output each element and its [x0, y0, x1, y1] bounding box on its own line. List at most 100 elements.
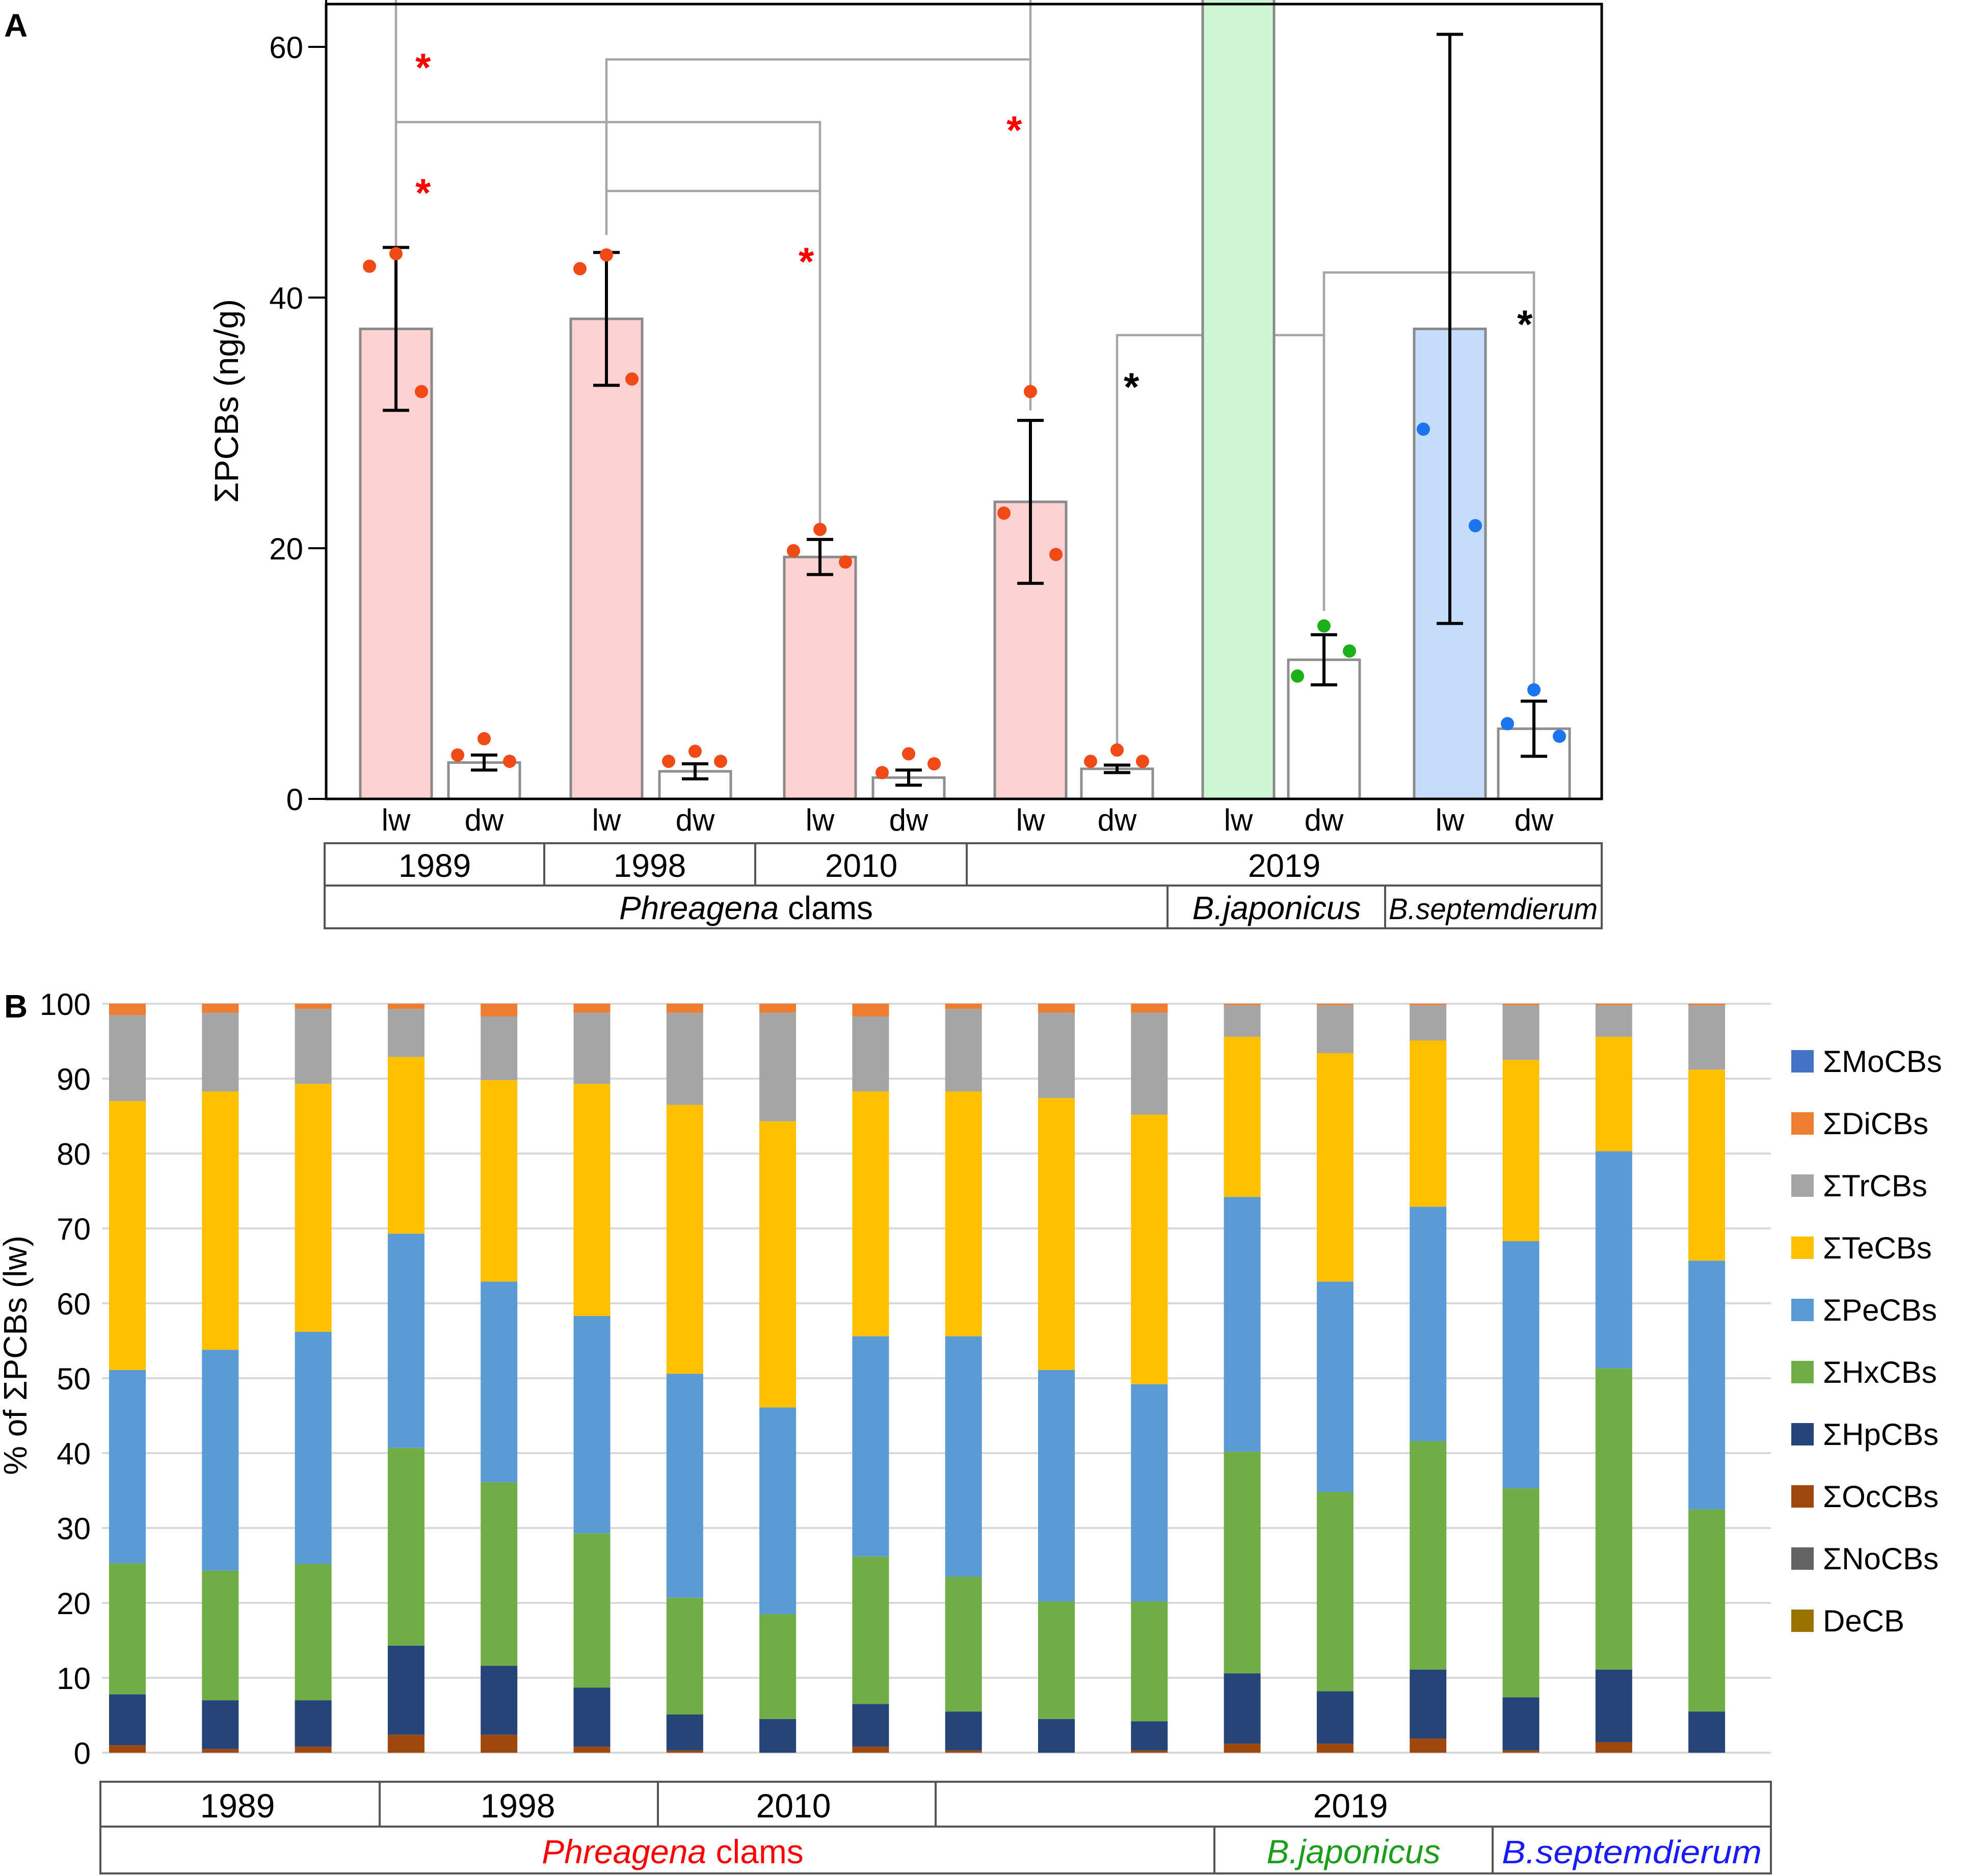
stack-segment-tecbs: [202, 1091, 239, 1350]
stack-segment-tecbs: [1688, 1069, 1726, 1261]
stack-segment-hpcbs: [666, 1714, 703, 1751]
stack-segment-trcbs: [1316, 1005, 1354, 1054]
x-tick-label-lw: lw: [1224, 803, 1253, 837]
stack-segment-pecbs: [387, 1234, 425, 1448]
stack-segment-hpcbs: [1038, 1719, 1075, 1753]
stack-segment-hxcbs: [1038, 1601, 1075, 1719]
data-point: [363, 259, 376, 273]
stack-segment-hpcbs: [295, 1700, 332, 1747]
x-tick-label-lw: lw: [806, 803, 835, 837]
x-tick-label-dw: dw: [889, 803, 929, 837]
stack-segment-pecbs: [109, 1370, 146, 1564]
panel-a-y-tick-label: 60: [269, 31, 303, 65]
stack-segment-dicbs: [666, 1004, 703, 1013]
stack-segment-hpcbs: [573, 1687, 611, 1747]
panel-a-y-axis: 020406080100120: [269, 0, 327, 817]
stack-segment-dicbs: [945, 1004, 982, 1009]
panel-b-y-tick-label: 80: [57, 1137, 91, 1171]
x-tick-label-lw: lw: [592, 803, 621, 837]
x-tick-label-lw: lw: [382, 803, 411, 837]
stack-segment-dicbs: [1131, 1004, 1168, 1013]
panel-b-y-tick-label: 20: [57, 1587, 91, 1621]
data-point: [478, 732, 491, 745]
stack-segment-dicbs: [759, 1004, 797, 1013]
stack-segment-occbs: [666, 1750, 703, 1753]
stack-segment-dicbs: [481, 1004, 518, 1016]
panel-b-y-tick-label: 90: [57, 1062, 91, 1096]
stack-segment-hpcbs: [1688, 1711, 1726, 1753]
data-point: [813, 523, 827, 537]
stack-segment-occbs: [852, 1747, 889, 1753]
legend-label: ΣTrCBs: [1823, 1169, 1927, 1203]
panel-a-y-tick-label: 20: [269, 532, 303, 566]
stack-segment-hxcbs: [945, 1576, 982, 1712]
stack-segment-hxcbs: [852, 1556, 889, 1704]
panel-b-legend: ΣMoCBs ΣDiCBs ΣTrCBs ΣTeCBs ΣPeCBs ΣHxCBs ΣHpC…: [1791, 1044, 1942, 1638]
stack-segment-pecbs: [573, 1316, 611, 1534]
legend-swatch: [1791, 1237, 1814, 1259]
x-tick-label-lw: lw: [1016, 803, 1045, 837]
stack-segment-trcbs: [1688, 1005, 1726, 1070]
stack-segment-trcbs: [1131, 1012, 1168, 1115]
stack-segment-occbs: [1410, 1738, 1447, 1753]
significance-star: *: [1006, 108, 1022, 152]
stack-segment-hxcbs: [1410, 1441, 1447, 1670]
stack-segment-hpcbs: [1316, 1691, 1354, 1744]
panel-b-y-tick-label: 40: [57, 1437, 91, 1471]
significance-star: *: [1517, 302, 1533, 346]
legend-swatch: [1791, 1174, 1814, 1197]
panel-label-a: A: [4, 7, 28, 44]
legend-label: ΣHxCBs: [1823, 1355, 1937, 1389]
data-point: [839, 555, 852, 569]
stack-segment-occbs: [945, 1750, 982, 1753]
stack-segment-hpcbs: [1224, 1673, 1261, 1744]
stack-segment-dicbs: [1595, 1004, 1632, 1005]
stack-segment-hxcbs: [759, 1614, 797, 1719]
stack-segment-dicbs: [1502, 1004, 1540, 1005]
stack-segment-dicbs: [202, 1004, 239, 1013]
stack-segment-pecbs: [1688, 1261, 1726, 1510]
panel-b-y-axis: 0 10 20 30 40 50 60 70 80 90 100: [40, 987, 91, 1771]
data-point: [662, 755, 675, 768]
stack-segment-dicbs: [387, 1004, 425, 1009]
legend-label: ΣDiCBs: [1823, 1107, 1928, 1141]
panel-a-x-ticks: lw dw lw dw lw dw lw dw lw dw lw dw: [382, 803, 1554, 837]
data-point: [1317, 619, 1331, 633]
panel-a-category-table: [324, 842, 1603, 929]
stack-segment-pecbs: [852, 1336, 889, 1557]
stack-segment-pecbs: [759, 1407, 797, 1615]
panel-b-y-tick-label: 70: [57, 1212, 91, 1246]
stack-segment-trcbs: [481, 1016, 518, 1080]
data-point: [927, 757, 941, 771]
stack-segment-tecbs: [1224, 1036, 1261, 1197]
bar-1998-lw: [569, 317, 644, 800]
stack-segment-pecbs: [1410, 1207, 1447, 1441]
stack-segment-trcbs: [759, 1012, 797, 1121]
stack-segment-pecbs: [1316, 1281, 1354, 1492]
stack-segment-tecbs: [295, 1084, 332, 1332]
stack-segment-trcbs: [295, 1009, 332, 1084]
data-point: [415, 385, 428, 398]
stack-segment-occbs: [573, 1747, 611, 1753]
panel-a-year-1989: 1989: [399, 847, 471, 884]
stack-segment-hxcbs: [1316, 1492, 1354, 1692]
stack-segment-dicbs: [852, 1004, 889, 1016]
legend-label: ΣOcCBs: [1823, 1480, 1939, 1514]
stack-segment-pecbs: [295, 1331, 332, 1564]
legend-label: DeCB: [1823, 1604, 1904, 1638]
stack-segment-dicbs: [1410, 1004, 1447, 1005]
significance-star: *: [1124, 364, 1139, 409]
bar-b.japonicus-lw: [1201, 0, 1276, 800]
bracket-1998-2019: [605, 58, 1030, 235]
x-tick-label-lw: lw: [1436, 803, 1465, 837]
stack-segment-hpcbs: [852, 1704, 889, 1747]
data-point: [1049, 548, 1063, 561]
stack-segment-hxcbs: [1502, 1488, 1540, 1698]
panel-a-bars: [359, 0, 1571, 800]
panel-b-gridlines: [102, 1003, 1771, 1754]
stack-segment-hxcbs: [1131, 1601, 1168, 1722]
stack-segment-dicbs: [109, 1004, 146, 1015]
bracket-1989-2019: [394, 0, 1032, 411]
data-point: [1553, 730, 1566, 743]
stack-segment-pecbs: [202, 1350, 239, 1571]
